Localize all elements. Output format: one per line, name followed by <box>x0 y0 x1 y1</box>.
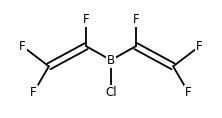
Text: F: F <box>83 13 89 26</box>
Text: F: F <box>133 13 139 26</box>
Text: Cl: Cl <box>105 86 117 99</box>
Text: F: F <box>196 40 203 53</box>
Text: F: F <box>30 86 37 99</box>
Text: B: B <box>107 54 115 67</box>
Text: F: F <box>19 40 26 53</box>
Text: F: F <box>185 86 192 99</box>
